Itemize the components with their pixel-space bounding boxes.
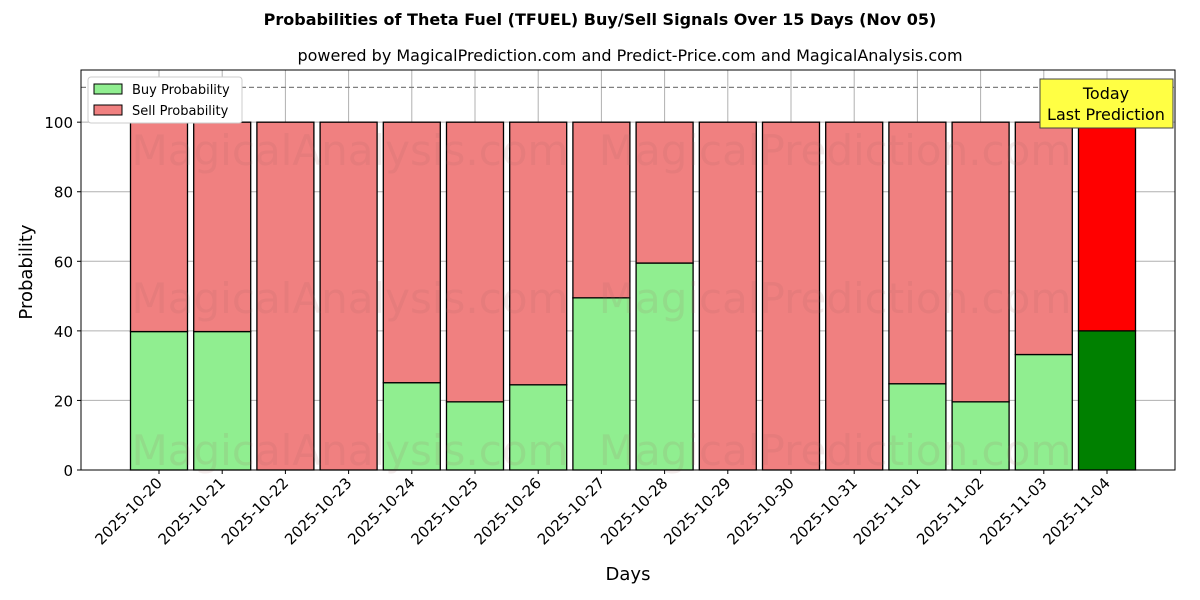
x-tick-label: 2025-10-26 xyxy=(471,474,545,548)
axes-frame xyxy=(80,69,1176,471)
x-tick-label: 2025-11-03 xyxy=(976,474,1050,548)
sell-bar xyxy=(382,121,441,384)
x-tick-label: 2025-10-23 xyxy=(281,474,355,548)
x-tick-label: 2025-10-20 xyxy=(91,474,165,548)
x-tick-label: 2025-11-02 xyxy=(913,474,987,548)
x-tick-label: 2025-10-21 xyxy=(155,474,229,548)
watermark-text: MagicalPrediction.com xyxy=(599,274,1072,323)
sell-bar xyxy=(825,121,884,471)
watermark-text: MagicalAnalysis.com xyxy=(132,426,569,475)
x-tick-label: 2025-11-04 xyxy=(1039,474,1113,548)
buy-bar xyxy=(382,382,441,471)
y-tick-label: 40 xyxy=(54,323,73,341)
watermark-text: MagicalPrediction.com xyxy=(599,126,1072,175)
x-tick-label: 2025-10-24 xyxy=(344,474,418,548)
y-axis-label: Probability xyxy=(16,224,37,319)
x-tick-label: 2025-10-31 xyxy=(787,474,861,548)
sell-bar xyxy=(193,121,252,333)
buy-bar xyxy=(572,297,631,471)
annotation-line2: Last Prediction xyxy=(1047,105,1165,124)
sell-bar xyxy=(445,121,505,403)
watermark-text: MagicalAnalysis.com xyxy=(132,274,569,323)
today-annotation xyxy=(1039,78,1174,129)
sell-bar xyxy=(635,121,694,264)
buy-bar xyxy=(951,401,1010,471)
x-tick-label: 2025-10-28 xyxy=(597,474,671,548)
chart-subtitle: powered by MagicalPrediction.com and Pre… xyxy=(297,46,963,65)
sell-bar xyxy=(319,121,378,471)
sell-bar xyxy=(698,121,757,471)
legend-label: Buy Probability xyxy=(132,83,230,98)
y-tick-label: 0 xyxy=(63,462,73,480)
x-tick-label: 2025-10-27 xyxy=(534,474,608,548)
sell-bar xyxy=(951,121,1010,403)
annotation-line1: Today xyxy=(1082,84,1129,103)
x-tick-label: 2025-10-22 xyxy=(218,474,292,548)
y-tick-label: 20 xyxy=(54,392,73,410)
x-axis-label: Days xyxy=(606,564,651,585)
legend-label: Sell Probability xyxy=(132,104,229,119)
y-tick-label: 100 xyxy=(44,114,73,132)
x-tick-label: 2025-10-29 xyxy=(660,474,734,548)
buy-bar xyxy=(129,330,189,471)
watermark-text: MagicalAnalysis.com xyxy=(132,126,569,175)
legend xyxy=(87,76,243,124)
legend-swatch xyxy=(93,104,123,116)
buy-bar xyxy=(635,262,694,471)
x-tick-label: 2025-11-01 xyxy=(850,474,924,548)
legend-swatch xyxy=(93,83,123,95)
sell-bar xyxy=(1014,121,1073,356)
sell-bar xyxy=(572,121,631,299)
sell-bar xyxy=(509,121,568,386)
y-tick-label: 60 xyxy=(54,253,73,271)
sell-bar xyxy=(1077,121,1137,332)
x-tick-label: 2025-10-25 xyxy=(407,474,481,548)
watermark-text: MagicalPrediction.com xyxy=(599,426,1072,475)
x-tick-label: 2025-10-30 xyxy=(723,474,797,548)
chart-title: Probabilities of Theta Fuel (TFUEL) Buy/… xyxy=(263,10,937,29)
buy-bar xyxy=(1077,330,1137,471)
sell-bar xyxy=(888,121,947,385)
y-tick-label: 80 xyxy=(54,184,73,202)
